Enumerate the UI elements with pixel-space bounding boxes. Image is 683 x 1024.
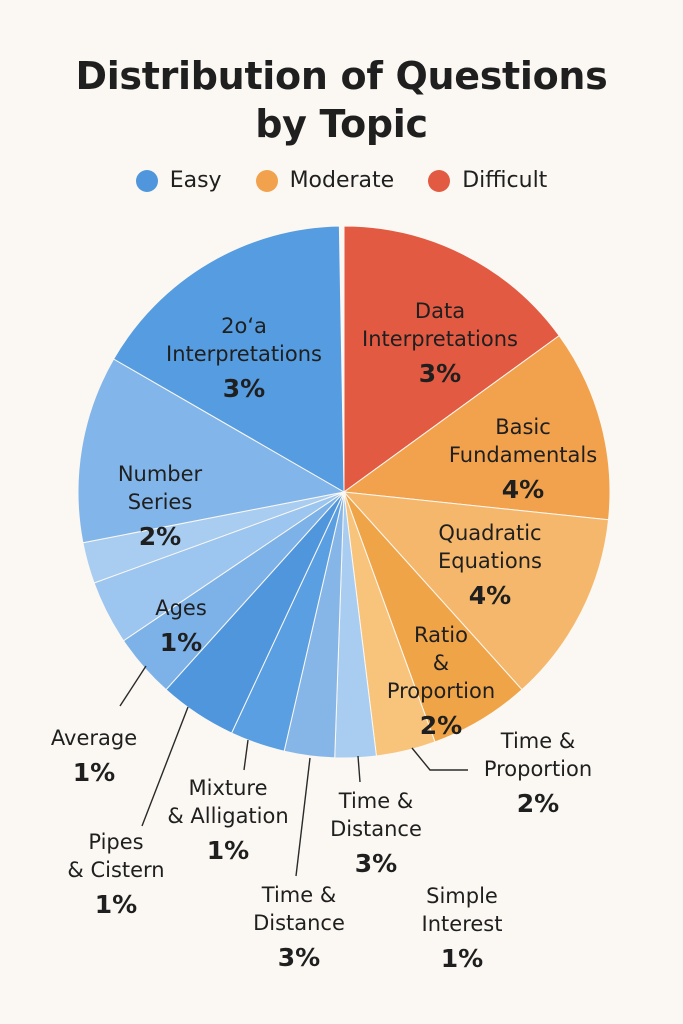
leader-line-5 (411, 747, 468, 771)
slice-label-text: Proportion (387, 679, 495, 703)
slice-label-text: Distance (253, 911, 345, 935)
legend-swatch-difficult (428, 169, 451, 192)
slice-value-label: 2% (139, 522, 181, 551)
slice-label-text: Series (128, 490, 193, 514)
slice-label-text: Ratio (414, 623, 468, 647)
slice-label-text: Quadratic (438, 521, 541, 545)
slice-value-label: 3% (419, 359, 461, 388)
slice-label-text: Pipes (88, 830, 143, 854)
slice-value-label: 3% (355, 849, 397, 878)
leader-line-6 (357, 755, 361, 783)
slice-value-label: 3% (223, 374, 265, 403)
slice-label-5: Time & Proportion 2% (484, 729, 592, 818)
leader-lines (119, 665, 468, 877)
slice-label-text: Proportion (484, 757, 592, 781)
slice-value-label: 1% (160, 628, 202, 657)
slice-label-text: Fundamentals (449, 443, 597, 467)
slice-label-text: & Cistern (67, 858, 164, 882)
slice-label-text: Distance (330, 817, 422, 841)
chart-title: Distribution of Questions by Topic (0, 52, 683, 148)
slice-label-text: Time & (500, 729, 575, 753)
slice-label-4: Ratio & Proportion 2% (387, 623, 495, 740)
slice-value-label: 2% (517, 789, 559, 818)
slice-value-label: 1% (73, 758, 115, 787)
slice-label-text: Time & (261, 883, 336, 907)
slice-label-text: Mixture (188, 776, 267, 800)
pie-slice-2 (342, 334, 611, 521)
pie-slice-1 (343, 225, 560, 493)
slice-value-label: 2% (420, 711, 462, 740)
slice-label-text: Basic (495, 415, 551, 439)
slice-label-text: Equations (438, 549, 542, 573)
legend-label-moderate: Moderate (289, 168, 395, 193)
pie-slice-3 (342, 491, 610, 691)
legend-item-easy: Easy (135, 168, 222, 193)
pie-slice-14 (112, 225, 345, 493)
slice-label-1: Data Interpretations 3% (362, 299, 518, 388)
legend-item-moderate: Moderate (255, 168, 395, 193)
legend-item-difficult: Difficult (428, 168, 547, 193)
slice-value-label: 3% (278, 943, 320, 972)
slice-label-text: Time & (338, 789, 413, 813)
slice-label-8: Time & Distance 3% (253, 883, 345, 972)
slice-value-label: 1% (441, 944, 483, 973)
leader-line-7 (295, 757, 311, 877)
slice-label-text: Interpretations (362, 327, 518, 351)
slice-value-label: 4% (502, 475, 544, 504)
leader-line-10 (141, 706, 189, 827)
slice-value-label: 4% (469, 581, 511, 610)
slice-value-label: 1% (207, 836, 249, 865)
slice-label-text: Data (415, 299, 465, 323)
legend-label-difficult: Difficult (462, 168, 548, 193)
slice-label-7: Time & Distance 3% (330, 789, 422, 878)
slice-label-10: Pipes & Cistern 1% (67, 830, 164, 919)
leader-line-11 (119, 665, 147, 707)
slice-label-text: Interpretations (166, 342, 322, 366)
legend-label-easy: Easy (169, 168, 222, 193)
pie-slice-13 (77, 358, 346, 544)
slice-label-text: Simple (426, 884, 498, 908)
slice-label-text: & (433, 651, 449, 675)
chart-title-line-1: Distribution of Questions (75, 54, 608, 98)
slice-label-9: Mixture & Alligation 1% (167, 776, 288, 865)
slice-label-12: Ages 1% (155, 596, 207, 657)
slice-label-text: Ages (155, 596, 207, 620)
slice-label-2: Basic Fundamentals 4% (449, 415, 597, 504)
slice-label-text: & Alligation (167, 804, 288, 828)
slice-labels: Data Interpretations 3% Basic Fundamentals 4%… (51, 299, 597, 973)
slice-label-text: Number (118, 462, 203, 486)
legend-swatch-moderate (255, 169, 278, 192)
slice-value-label: 1% (95, 890, 137, 919)
slice-label-13: Number Series 2% (118, 462, 203, 551)
pie-slices (77, 225, 611, 759)
slice-label-text: 2o‘a (221, 314, 267, 338)
slice-label-text: Interest (422, 912, 503, 936)
chart-legend: Easy Moderate Difficult (0, 168, 683, 193)
leader-line-9 (243, 739, 249, 771)
slice-label-14: 2o‘a Interpretations 3% (166, 314, 322, 403)
legend-swatch-easy (135, 169, 158, 192)
slice-label-6: Simple Interest 1% (422, 884, 503, 973)
slice-label-11: Average 1% (51, 726, 137, 787)
slice-label-3: Quadratic Equations 4% (438, 521, 542, 610)
slice-label-text: Average (51, 726, 137, 750)
chart-title-line-2: by Topic (255, 102, 428, 146)
